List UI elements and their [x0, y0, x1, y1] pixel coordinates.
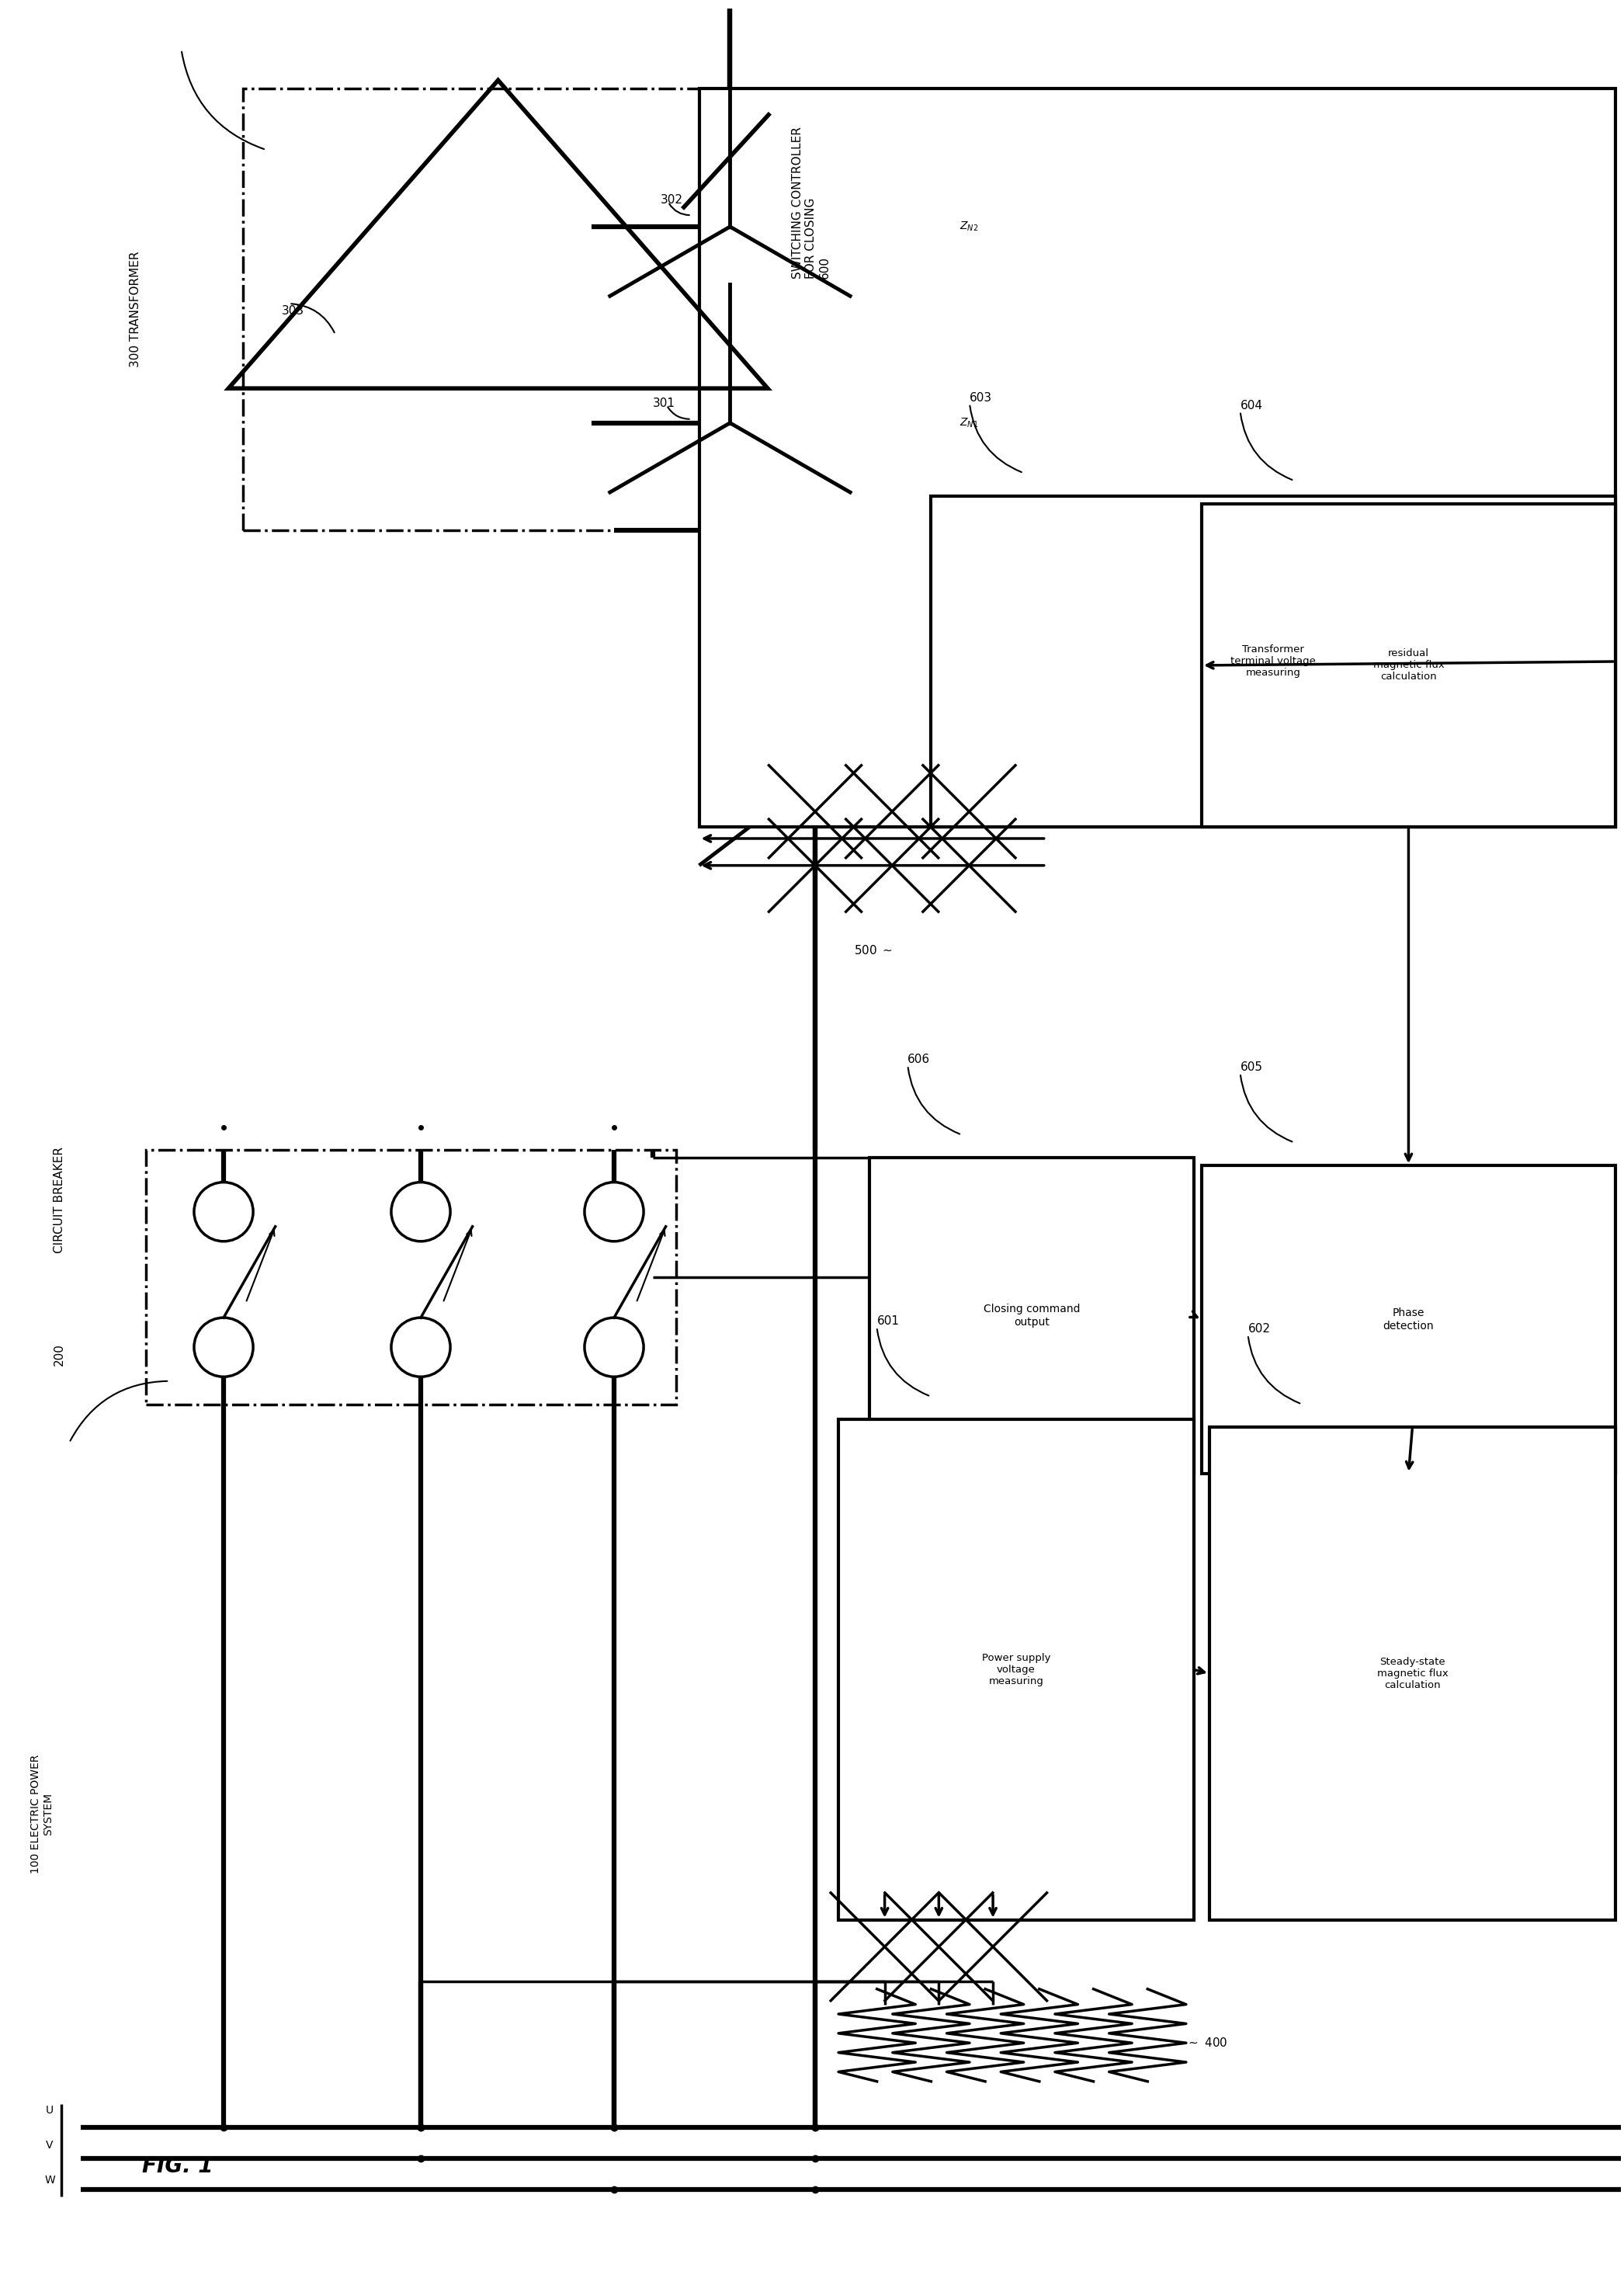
Text: 603: 603: [970, 393, 992, 404]
Text: 605: 605: [1241, 1063, 1263, 1074]
Text: 606: 606: [908, 1053, 931, 1065]
Text: 100 ELECTRIC POWER
SYSTEM: 100 ELECTRIC POWER SYSTEM: [29, 1755, 54, 1874]
Text: 604: 604: [1241, 400, 1263, 411]
Text: FIG. 1: FIG. 1: [141, 2155, 213, 2178]
Text: $Z_{N1}$: $Z_{N1}$: [960, 416, 978, 430]
Text: 303: 303: [281, 306, 304, 318]
Text: CIRCUIT BREAKER: CIRCUIT BREAKER: [54, 1147, 65, 1254]
Text: 500 $\sim$: 500 $\sim$: [854, 944, 893, 957]
Text: Transformer
terminal voltage
measuring: Transformer terminal voltage measuring: [1231, 644, 1315, 679]
Text: residual
magnetic flux
calculation: residual magnetic flux calculation: [1372, 649, 1444, 681]
Text: Power supply
voltage
measuring: Power supply voltage measuring: [983, 1652, 1051, 1686]
Text: $Z_{N2}$: $Z_{N2}$: [960, 219, 978, 233]
Text: U: U: [45, 2104, 54, 2116]
Bar: [146, 1149, 676, 1405]
Bar: [883, 174, 1054, 281]
Text: 302: 302: [661, 194, 684, 206]
Text: 601: 601: [877, 1316, 900, 1328]
Text: Steady-state
magnetic flux
calculation: Steady-state magnetic flux calculation: [1377, 1657, 1449, 1691]
Bar: [1202, 503, 1616, 827]
Text: $\sim$ 400: $\sim$ 400: [1186, 2036, 1228, 2050]
Text: Closing command
output: Closing command output: [983, 1305, 1080, 1328]
Bar: [244, 89, 838, 530]
Bar: [869, 1158, 1194, 1474]
Bar: [838, 1419, 1194, 1919]
Text: Phase
detection: Phase detection: [1384, 1307, 1434, 1332]
Bar: [931, 496, 1616, 827]
Bar: [1202, 1165, 1616, 1474]
Text: W: W: [44, 2175, 55, 2184]
Text: 301: 301: [653, 398, 676, 409]
Text: 300 TRANSFORMER: 300 TRANSFORMER: [130, 251, 141, 368]
Text: 602: 602: [1247, 1323, 1270, 1334]
Bar: [883, 368, 1054, 478]
Text: 200: 200: [54, 1344, 65, 1366]
Bar: [1210, 1428, 1616, 1919]
Text: SWITCHING CONTROLLER
FOR CLOSING
600: SWITCHING CONTROLLER FOR CLOSING 600: [791, 126, 830, 279]
Bar: [698, 89, 1616, 827]
Text: V: V: [45, 2139, 54, 2150]
